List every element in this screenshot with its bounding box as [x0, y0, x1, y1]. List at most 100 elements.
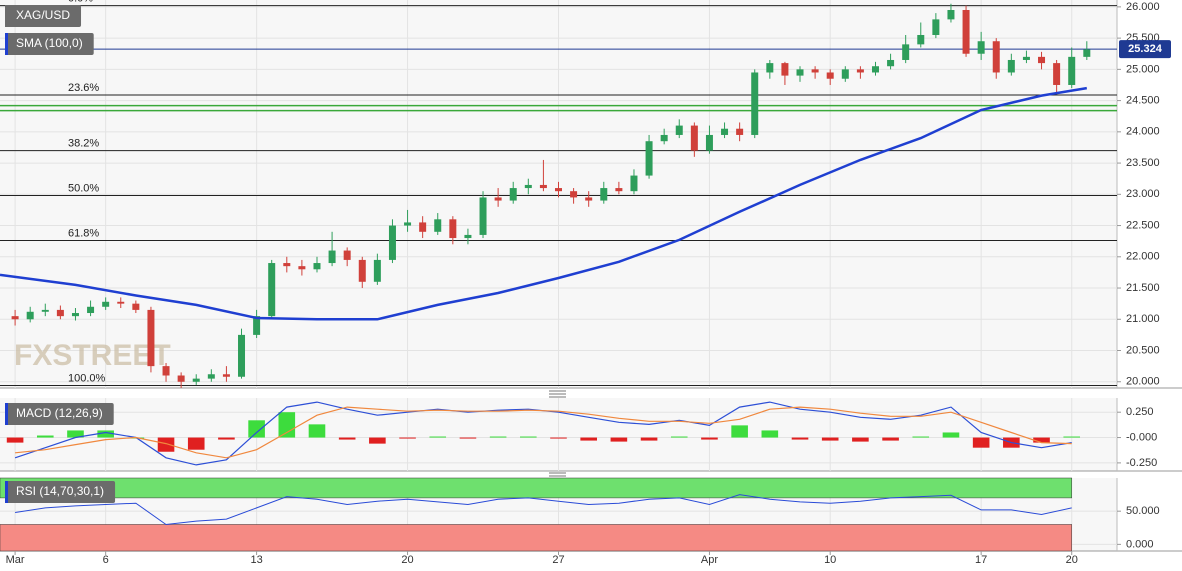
y-tick-label: 25.000 — [1126, 63, 1160, 75]
y-tick-label: 26.000 — [1126, 1, 1160, 13]
candle-body — [222, 374, 230, 377]
candle-body — [449, 219, 457, 239]
candle-body — [856, 69, 864, 73]
candle-body — [947, 9, 955, 20]
candle-body — [600, 188, 608, 201]
macd-histogram-bar — [520, 436, 537, 438]
candle-body — [404, 222, 412, 226]
macd-histogram-bar — [459, 437, 477, 439]
rsi-overbought-band — [0, 477, 1072, 499]
candle-body — [977, 41, 985, 54]
y-tick-label: -0.250 — [1126, 457, 1157, 469]
fib-label: 61.8% — [68, 227, 99, 239]
candle-body — [721, 128, 729, 135]
candle-body — [1068, 56, 1076, 85]
y-tick-label: 23.500 — [1126, 157, 1160, 169]
macd-histogram-bar — [852, 437, 869, 442]
rsi-line — [15, 494, 1072, 526]
candle-body — [1007, 59, 1015, 73]
y-tick-label: 0.250 — [1126, 406, 1154, 418]
macd-histogram-bar — [157, 437, 175, 452]
candle-body — [358, 259, 366, 282]
candle-body — [464, 234, 472, 239]
candle-body — [434, 219, 442, 232]
candle-body — [343, 250, 351, 260]
macd-histogram-bar — [429, 436, 447, 438]
y-tick-label: 23.000 — [1126, 188, 1160, 200]
legend-text: MACD (12,26,9) — [16, 406, 103, 420]
macd-histogram-bar — [187, 437, 205, 450]
y-tick-label: 0.000 — [1126, 538, 1154, 550]
candle-body — [268, 263, 276, 317]
candle-body — [41, 309, 49, 312]
x-tick-label: 27 — [552, 554, 564, 566]
candle-body — [56, 309, 64, 317]
candle-body — [192, 378, 200, 382]
candle-body — [26, 311, 34, 320]
legend: RSI (14,70,30,1) — [5, 481, 116, 503]
legend: MACD (12,26,9) — [5, 403, 114, 425]
macd-histogram-bar — [550, 437, 567, 439]
candle-body — [826, 72, 834, 79]
candle-body — [117, 301, 125, 304]
fib-label: 23.6% — [68, 82, 99, 94]
macd-histogram-bar — [670, 436, 688, 438]
macd-histogram-bar — [882, 437, 899, 441]
x-tick-label: 10 — [824, 554, 836, 566]
candle-body — [555, 188, 562, 192]
x-tick-label: 6 — [103, 554, 109, 566]
price-badge — [1119, 40, 1171, 59]
candle-body — [615, 188, 623, 192]
candle-body — [298, 266, 306, 270]
candle-body — [917, 34, 925, 45]
y-tick-label: 24.500 — [1126, 94, 1160, 106]
candle-body — [87, 306, 95, 314]
candle-body — [675, 125, 683, 135]
legend-text: XAG/USD — [16, 8, 70, 22]
candle-body — [238, 334, 246, 377]
candle-body — [630, 175, 638, 192]
legend-stripe — [5, 403, 8, 425]
fib-label: 50.0% — [68, 182, 99, 194]
y-tick-label: 50.000 — [1126, 505, 1160, 517]
panel-handle[interactable] — [549, 390, 566, 398]
macd-histogram-bar — [610, 437, 628, 442]
candle-body — [645, 141, 653, 176]
macd-histogram-bar — [761, 430, 779, 438]
candle-body — [902, 44, 910, 60]
macd-histogram-bar — [1063, 436, 1081, 438]
macd-histogram-bar — [67, 430, 84, 438]
candle-body — [796, 69, 804, 76]
watermark: FXSTREET — [14, 339, 171, 372]
candle-body — [690, 125, 698, 151]
x-tick-label: Mar — [6, 554, 25, 566]
macd-histogram-bar — [701, 437, 718, 440]
candle-body — [751, 72, 759, 135]
legend-box — [5, 481, 116, 503]
legend-stripe — [5, 33, 8, 55]
macd-histogram-bar — [399, 437, 416, 439]
macd-histogram-bar — [791, 437, 809, 440]
macd-histogram-bar — [308, 424, 326, 438]
macd-histogram-bar — [942, 432, 960, 438]
candle-body — [509, 188, 517, 201]
fib-label: 38.2% — [68, 137, 99, 149]
macd-histogram-bar — [338, 437, 356, 440]
candle-body — [841, 69, 849, 79]
candle-body — [871, 66, 879, 73]
rsi-oversold-band — [0, 524, 1072, 552]
macd-histogram-bar — [6, 437, 24, 443]
legend-box — [5, 5, 82, 27]
candle-body — [962, 9, 970, 54]
y-tick-label: 22.500 — [1126, 219, 1160, 231]
x-tick-label: 20 — [1066, 554, 1078, 566]
legend: XAG/USD — [5, 5, 82, 27]
candle-body — [11, 316, 19, 320]
legend: SMA (100,0) — [5, 33, 94, 55]
candle-body — [660, 134, 668, 142]
candle-body — [1022, 56, 1030, 60]
candle-body — [71, 313, 79, 317]
macd-histogram-bar — [1033, 437, 1050, 443]
candle-body — [283, 263, 291, 267]
